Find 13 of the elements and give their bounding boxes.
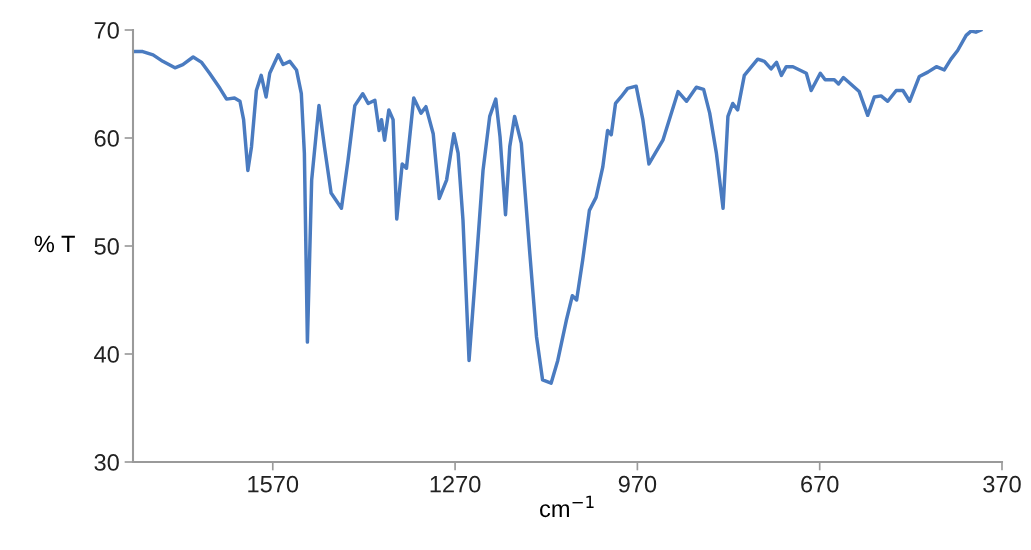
x-tick-label: 1570 (248, 475, 299, 493)
line-series (133, 30, 983, 385)
x-axis-title: cm$^{−1}$ (540, 495, 594, 518)
y-tick-label: 70 (94, 22, 119, 39)
x-tick-label: 370 (983, 475, 1021, 493)
x-tick-label: 670 (801, 475, 839, 493)
x-tick-label: 970 (618, 475, 657, 493)
y-tick-label: 60 (94, 130, 119, 147)
y-tick-label: 30 (94, 454, 119, 471)
y-axis-title: % T (34, 235, 75, 253)
y-tick-label: 50 (94, 238, 119, 255)
x-tick-label: 1270 (430, 475, 481, 493)
y-tick-label: 40 (94, 346, 119, 363)
